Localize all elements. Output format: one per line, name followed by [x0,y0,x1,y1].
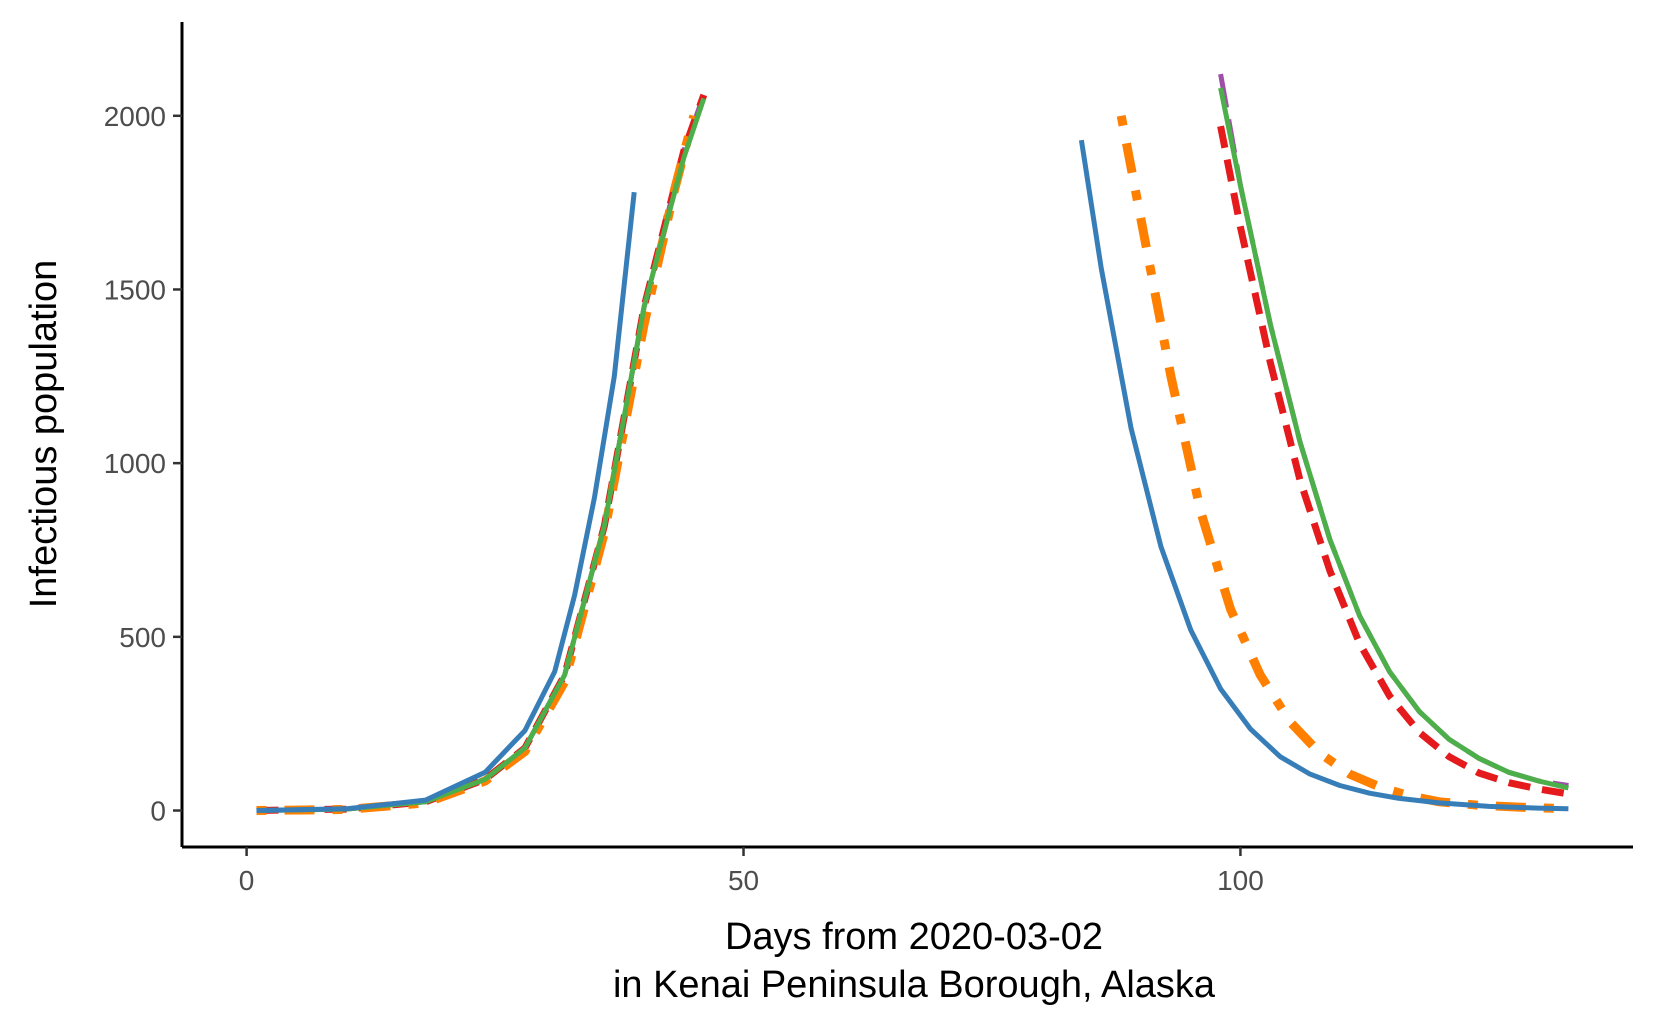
x-axis-title-line2: in Kenai Peninsula Borough, Alaska [613,964,1216,1006]
x-tick-label: 100 [1217,865,1264,896]
series-2-line-2 [1217,125,1569,798]
series-layer [256,73,1569,815]
series-2-line-1 [256,93,708,814]
series-5-line-2 [1078,139,1569,812]
y-axis-title: Infectious population [23,260,65,609]
series-3-line-2 [1116,114,1569,814]
series-5-line-1 [256,191,637,813]
x-tick-label: 50 [728,865,759,896]
y-tick-label: 500 [119,622,166,653]
x-axis-title: Days from 2020-03-02 [725,916,1103,958]
series-1-line-1 [256,94,707,813]
y-tick-label: 0 [150,796,166,827]
y-tick-label: 2000 [104,101,166,132]
series-3-line-1 [256,114,699,815]
x-tick-label: 0 [239,865,255,896]
series-4-line-2 [1218,87,1569,791]
series-4-line-1 [256,97,707,813]
y-tick-label: 1000 [104,448,166,479]
y-tick-label: 1500 [104,274,166,305]
